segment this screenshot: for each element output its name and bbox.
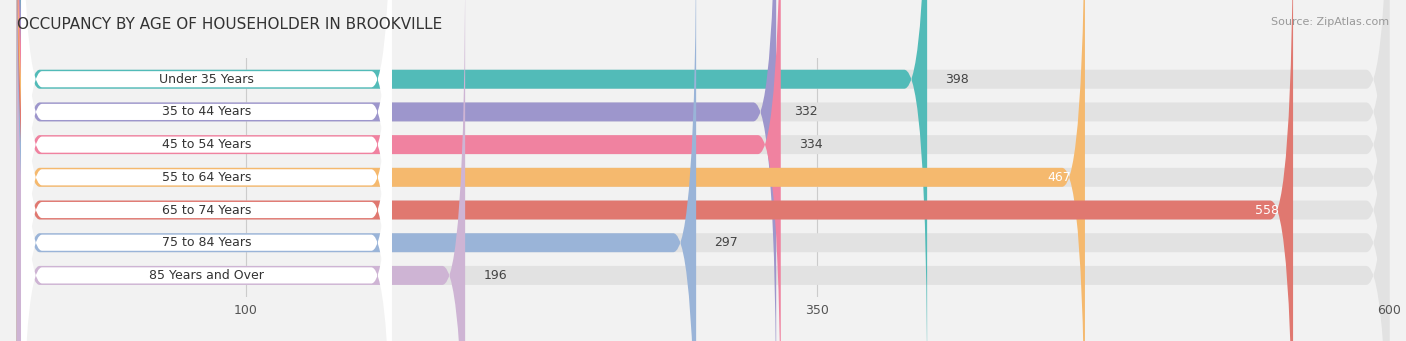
FancyBboxPatch shape — [17, 0, 696, 341]
FancyBboxPatch shape — [17, 0, 1389, 341]
Text: 558: 558 — [1256, 204, 1279, 217]
Text: 75 to 84 Years: 75 to 84 Years — [162, 236, 252, 249]
Text: 65 to 74 Years: 65 to 74 Years — [162, 204, 252, 217]
FancyBboxPatch shape — [17, 0, 927, 341]
FancyBboxPatch shape — [17, 0, 1389, 341]
FancyBboxPatch shape — [21, 0, 392, 341]
Text: 332: 332 — [794, 105, 818, 118]
Text: Under 35 Years: Under 35 Years — [159, 73, 254, 86]
FancyBboxPatch shape — [21, 0, 392, 341]
FancyBboxPatch shape — [21, 0, 392, 341]
FancyBboxPatch shape — [21, 0, 392, 341]
FancyBboxPatch shape — [21, 0, 392, 341]
Text: 334: 334 — [799, 138, 823, 151]
FancyBboxPatch shape — [17, 0, 1294, 341]
Text: 35 to 44 Years: 35 to 44 Years — [162, 105, 252, 118]
Text: 45 to 54 Years: 45 to 54 Years — [162, 138, 252, 151]
FancyBboxPatch shape — [17, 0, 1389, 341]
Text: 55 to 64 Years: 55 to 64 Years — [162, 171, 252, 184]
Text: OCCUPANCY BY AGE OF HOUSEHOLDER IN BROOKVILLE: OCCUPANCY BY AGE OF HOUSEHOLDER IN BROOK… — [17, 17, 441, 32]
Text: Source: ZipAtlas.com: Source: ZipAtlas.com — [1271, 17, 1389, 27]
FancyBboxPatch shape — [21, 0, 392, 341]
Text: 398: 398 — [945, 73, 969, 86]
FancyBboxPatch shape — [21, 0, 392, 341]
FancyBboxPatch shape — [17, 0, 780, 341]
FancyBboxPatch shape — [17, 0, 1389, 341]
Text: 467: 467 — [1047, 171, 1071, 184]
FancyBboxPatch shape — [17, 0, 465, 341]
FancyBboxPatch shape — [17, 0, 1389, 341]
Text: 297: 297 — [714, 236, 738, 249]
FancyBboxPatch shape — [17, 0, 1389, 341]
FancyBboxPatch shape — [17, 0, 776, 341]
FancyBboxPatch shape — [17, 0, 1085, 341]
Text: 85 Years and Over: 85 Years and Over — [149, 269, 264, 282]
Text: 196: 196 — [484, 269, 508, 282]
FancyBboxPatch shape — [17, 0, 1389, 341]
